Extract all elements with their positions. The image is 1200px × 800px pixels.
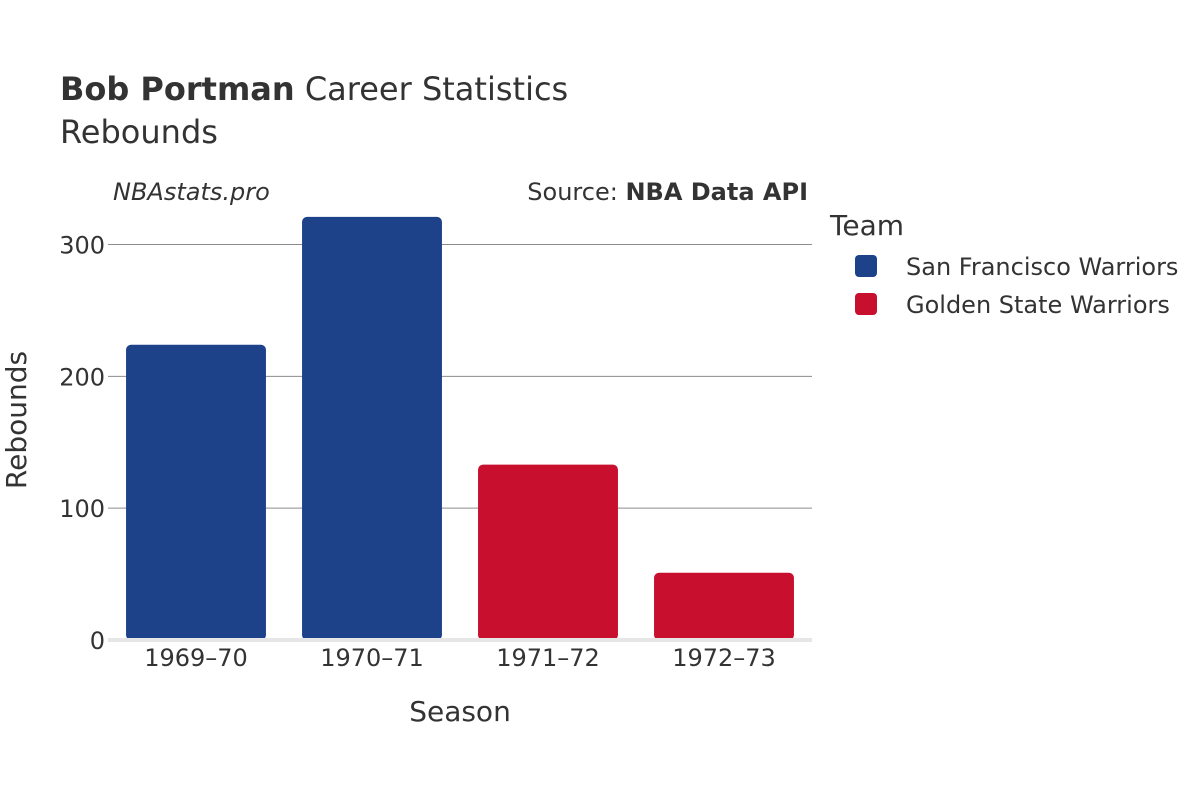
y-axis-ticks: 0 100 200 300 [59,232,105,655]
legend-swatch [855,255,877,277]
source-prefix: Source: [527,178,618,206]
x-tick-label: 1969–70 [144,644,248,672]
y-tick-label: 200 [59,363,105,391]
chart-title: Bob Portman Career Statistics [60,70,568,108]
chart-title-rest: Career Statistics [305,70,568,108]
y-tick-label: 300 [59,232,105,260]
bar-1970–71 [302,216,442,640]
bar-1969–70 [126,344,266,640]
x-tick-label: 1972–73 [672,644,776,672]
y-tick-label: 100 [59,495,105,523]
legend-label: San Francisco Warriors [906,253,1178,281]
chart-subtitle: Rebounds [60,113,218,151]
legend-swatch [855,293,877,315]
legend-label: Golden State Warriors [906,291,1170,319]
source-label: Source: NBA Data API [527,178,808,206]
bars [126,216,794,640]
legend: San Francisco Warriors Golden State Warri… [855,253,1178,319]
brand-label: NBAstats.pro [113,178,270,206]
x-axis-ticks: 1969–70 1970–71 1971–72 1972–73 [144,644,776,672]
x-axis-title: Season [409,695,511,728]
x-tick-label: 1971–72 [496,644,600,672]
source-name: NBA Data API [625,178,808,206]
y-tick-label: 0 [90,627,105,655]
x-tick-label: 1970–71 [320,644,424,672]
bar-1972–73 [654,572,794,640]
legend-title: Team [829,209,904,242]
chart-title-player: Bob Portman [60,70,295,108]
bar-1971–72 [478,464,618,640]
y-axis-title: Rebounds [0,351,33,489]
